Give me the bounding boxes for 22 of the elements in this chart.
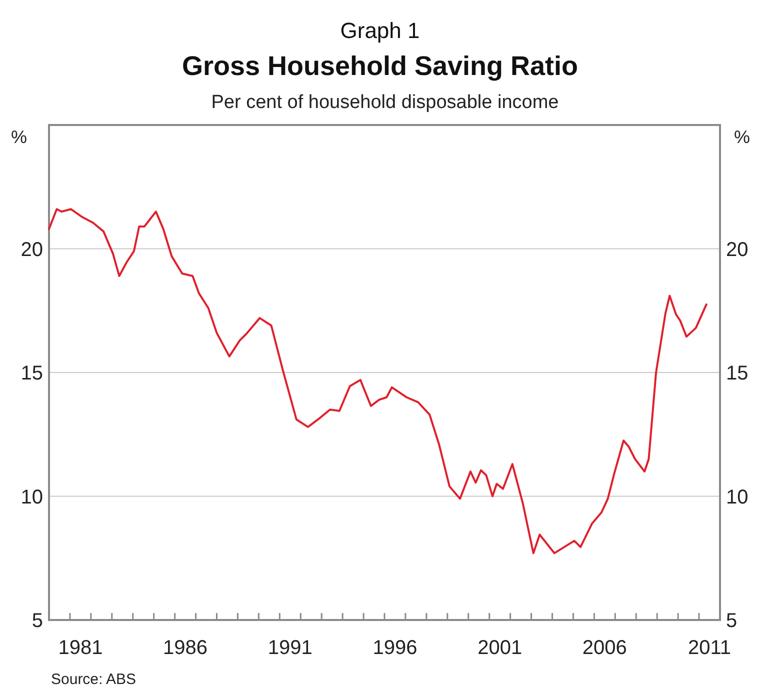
y-tick-label: 10 <box>20 486 43 508</box>
source-note: Source: ABS <box>51 671 136 688</box>
chart-title: Gross Household Saving Ratio <box>182 51 578 81</box>
y-tick-label: 15 <box>20 362 43 384</box>
y2-tick-label: 5 <box>726 610 738 632</box>
x-tick-label: 2001 <box>478 637 522 659</box>
y-tick-label: 20 <box>20 238 43 261</box>
x-tick-label: 1996 <box>372 637 418 659</box>
x-tick-label: 2011 <box>688 637 732 659</box>
line-series <box>48 208 708 554</box>
y-tick-label: 5 <box>32 610 43 632</box>
y2-tick-label: 20 <box>726 238 748 261</box>
caption: Graph 1 <box>340 18 420 43</box>
x-tick-label: 1986 <box>163 637 208 659</box>
y2-axis-title: % <box>734 127 750 147</box>
x-tick-label: 1981 <box>58 637 103 659</box>
chart-subtitle: Per cent of household disposable income <box>211 92 559 113</box>
x-tick-label: 1991 <box>268 637 312 659</box>
y2-tick-label: 10 <box>726 486 748 508</box>
y2-tick-label: 15 <box>726 362 748 384</box>
x-tick-label: 2006 <box>582 637 627 659</box>
y-axis-title: % <box>10 127 28 147</box>
